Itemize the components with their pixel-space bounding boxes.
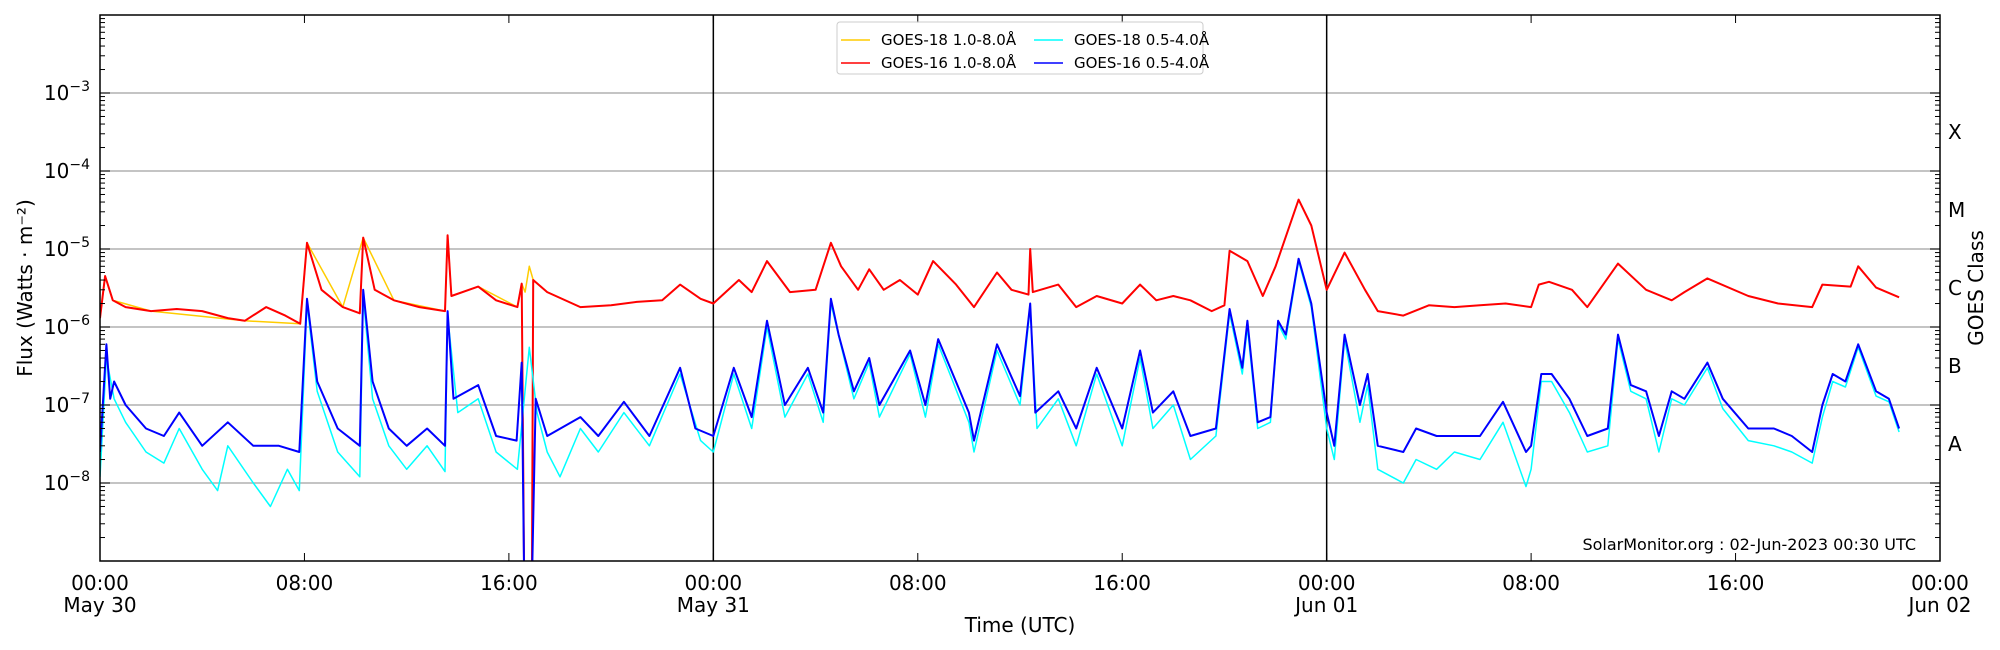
x-tick-label: 00:00 [1298,571,1356,595]
legend-label: GOES-16 0.5-4.0Å [1074,53,1210,72]
x-tick-label: 16:00 [1093,571,1151,595]
x-tick-date-label: Jun 01 [1293,593,1358,617]
y-tick-label: 10−8 [44,469,90,495]
legend-label: GOES-18 0.5-4.0Å [1074,30,1210,49]
x-tick-date-label: Jun 02 [1906,593,1971,617]
legend-label: GOES-16 1.0-8.0Å [881,53,1017,72]
y-tick-label: 10−5 [44,235,90,261]
legend: GOES-18 1.0-8.0Å GOES-18 0.5-4.0Å GOES-16 … [836,21,1210,75]
x-tick-label: 16:00 [1707,571,1765,595]
y-tick-label: 10−6 [44,313,90,339]
series-line-goes-18-0-5-4-0- [100,260,1900,508]
x-tick-label: 16:00 [480,571,538,595]
x-tick-label: 08:00 [1502,571,1560,595]
y-axis-label: Flux (Watts · m⁻²) [13,199,37,377]
y-axis-right-label: GOES Class [1964,230,1988,346]
y-tick-label: 10−3 [44,79,90,105]
x-axis-label: Time (UTC) [964,613,1076,637]
series-line-goes-16-0-5-4-0- [100,257,1901,561]
x-tick-date-label: May 31 [677,593,750,617]
goes-class-label: A [1948,432,1962,456]
series-lines [100,198,1901,561]
axis-ticks [99,15,1941,562]
series-line-goes-16-1-0-8-0- [100,198,1900,561]
goes-class-labels: A B C M X [1948,120,1965,456]
plot-frame [99,14,1941,562]
goes-class-label: B [1948,354,1962,378]
goes-class-label: M [1948,198,1965,222]
x-tick-label: 00:00 [1911,571,1969,595]
x-tick-date-label: May 30 [63,593,136,617]
legend-label: GOES-18 1.0-8.0Å [881,30,1017,49]
y-tick-label: 10−7 [44,391,90,417]
grid-lines [100,92,1940,484]
day-separators [712,15,1328,561]
x-tick-label: 08:00 [889,571,947,595]
legend-box [836,21,1204,75]
x-tick-label: 00:00 [71,571,129,595]
x-tick-label: 08:00 [276,571,334,595]
y-tick-label: 10−4 [44,157,90,183]
goes-class-label: C [1948,276,1962,300]
x-tick-label: 00:00 [685,571,743,595]
y-tick-labels: 10−8 10−7 10−6 10−5 10−4 10−3 [44,79,90,495]
goes-class-label: X [1948,120,1962,144]
watermark: SolarMonitor.org : 02-Jun-2023 00:30 UTC [1582,535,1916,554]
